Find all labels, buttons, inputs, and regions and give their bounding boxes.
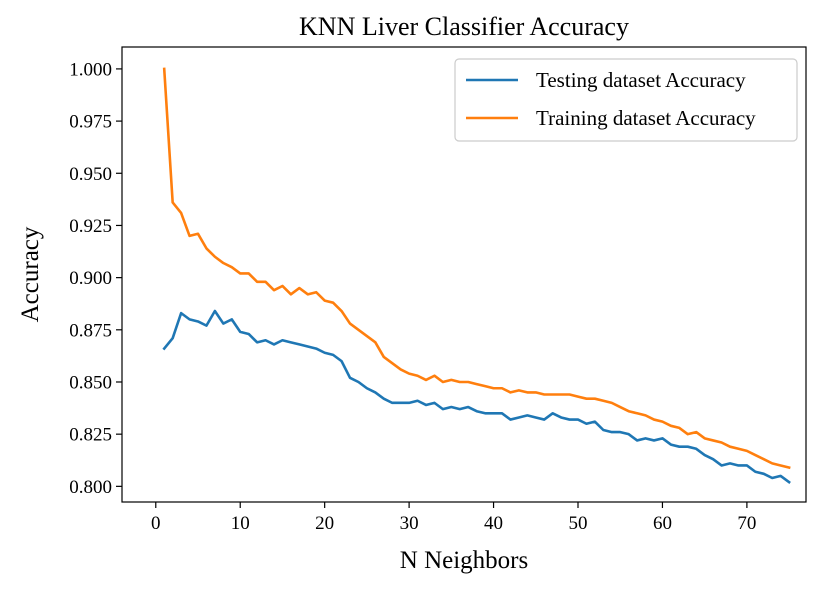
y-tick-label: 1.000 xyxy=(69,59,112,80)
y-tick-label: 0.900 xyxy=(69,268,112,289)
plot-frame xyxy=(121,46,807,503)
y-tick-label: 0.975 xyxy=(69,112,112,133)
y-tick-label: 0.825 xyxy=(69,425,112,446)
y-tick-label: 0.850 xyxy=(69,372,112,393)
y-tick-label: 0.875 xyxy=(69,320,112,341)
x-tick-label: 0 xyxy=(151,513,161,534)
series-line-training xyxy=(162,67,791,470)
plot-area: 0 10 20 30 40 50 60 70 0.800 0.825 0.850 0.875 0.900… xyxy=(69,46,807,534)
x-tick-label: 50 xyxy=(569,513,588,534)
y-tick-label: 0.800 xyxy=(69,477,112,498)
chart-title: KNN Liver Classifier Accuracy xyxy=(299,12,629,41)
legend-box xyxy=(454,58,798,142)
y-tick-label: 0.925 xyxy=(69,216,112,237)
x-axis-title: N Neighbors xyxy=(400,547,528,574)
x-tick-label: 70 xyxy=(737,513,756,534)
legend: Testing dataset Accuracy Training dataset… xyxy=(454,58,798,142)
legend-label-testing: Testing dataset Accuracy xyxy=(536,68,746,92)
series-line-testing xyxy=(162,309,791,484)
y-tick-label: 0.950 xyxy=(69,164,112,185)
y-axis-title: Accuracy xyxy=(17,226,44,322)
x-tick-label: 40 xyxy=(484,513,503,534)
legend-label-training: Training dataset Accuracy xyxy=(536,106,756,130)
x-tick-label: 10 xyxy=(231,513,250,534)
x-tick-label: 30 xyxy=(400,513,419,534)
x-tick-label: 60 xyxy=(653,513,672,534)
x-tick-label: 20 xyxy=(315,513,334,534)
